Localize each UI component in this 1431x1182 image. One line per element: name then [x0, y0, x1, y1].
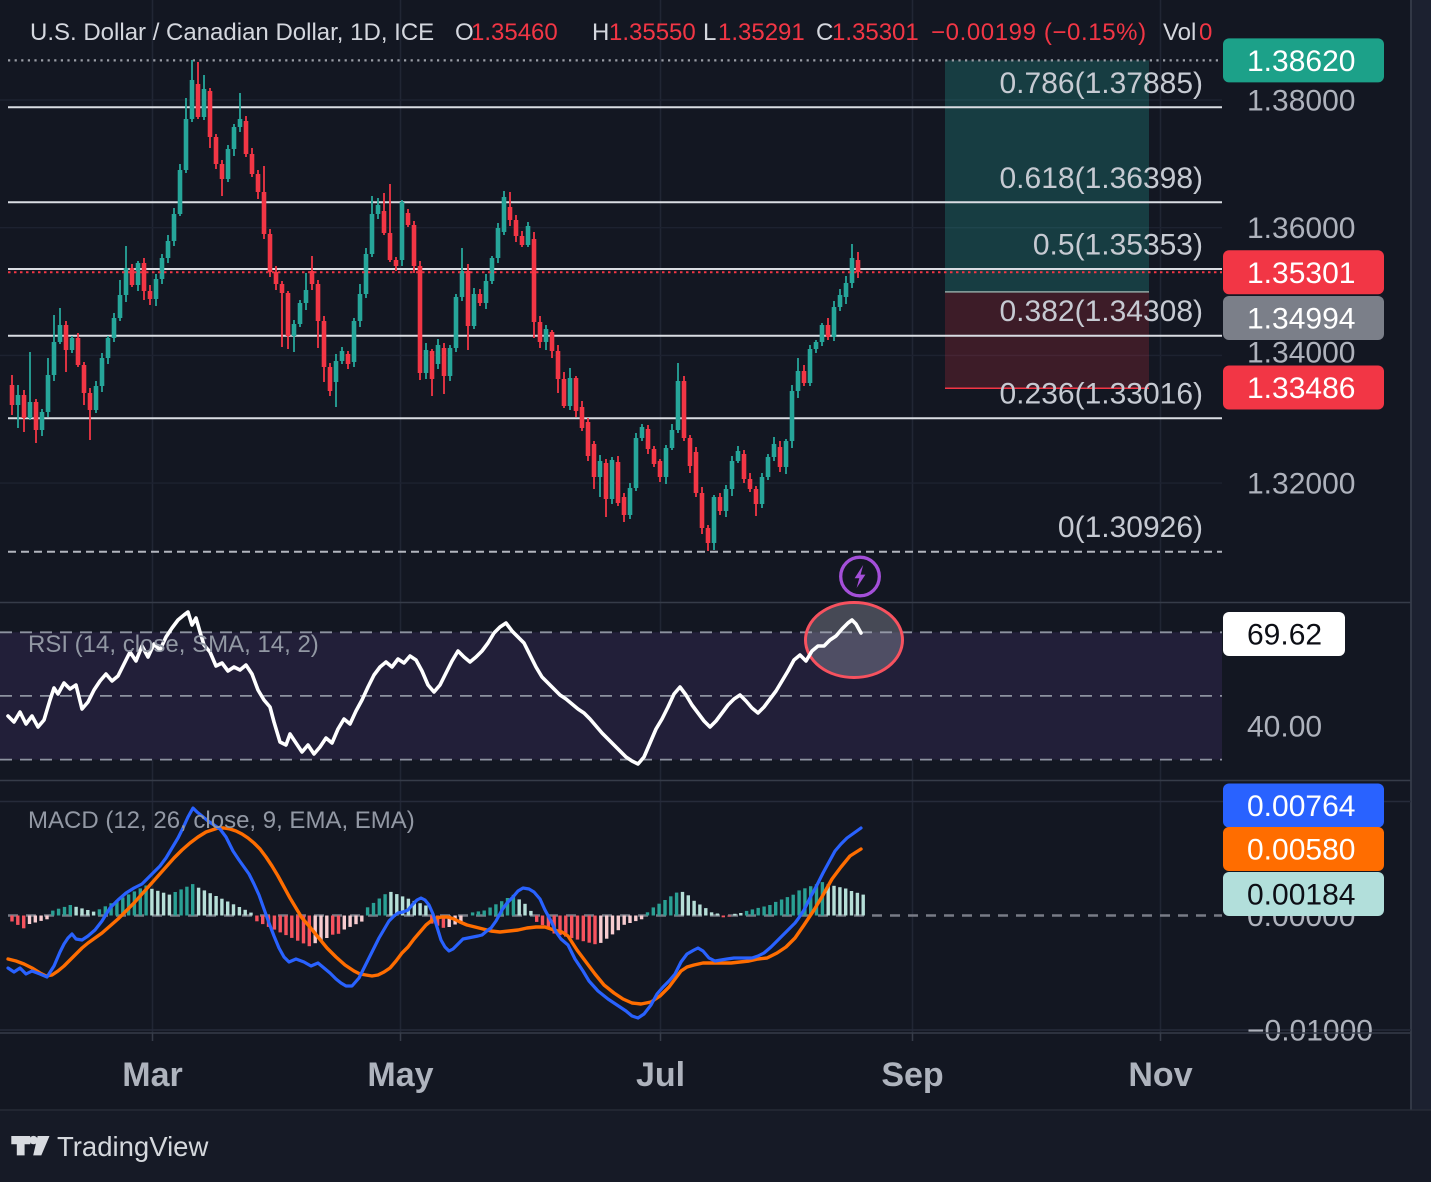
svg-text:1.38000: 1.38000	[1247, 85, 1355, 118]
svg-text:Sep: Sep	[881, 1056, 943, 1094]
svg-text:1.33486: 1.33486	[1247, 372, 1355, 405]
svg-text:69.62: 69.62	[1247, 619, 1322, 652]
svg-text:0.00580: 0.00580	[1247, 834, 1355, 867]
svg-text:1.35460: 1.35460	[471, 19, 558, 46]
svg-text:0.00764: 0.00764	[1247, 790, 1355, 823]
svg-text:1.35291: 1.35291	[718, 19, 805, 46]
svg-text:L: L	[703, 19, 716, 46]
svg-text:1.34000: 1.34000	[1247, 337, 1355, 370]
svg-text:0: 0	[1199, 19, 1212, 46]
svg-text:Mar: Mar	[122, 1056, 182, 1094]
svg-text:0(1.30926): 0(1.30926)	[1058, 511, 1203, 544]
svg-text:1.36000: 1.36000	[1247, 212, 1355, 245]
svg-text:−0.00199 (−0.15%): −0.00199 (−0.15%)	[931, 19, 1147, 46]
svg-text:Jul: Jul	[636, 1056, 685, 1094]
svg-text:0.00184: 0.00184	[1247, 879, 1355, 912]
svg-text:−0.01000: −0.01000	[1247, 1015, 1373, 1048]
svg-text:0.618(1.36398): 0.618(1.36398)	[1000, 162, 1204, 195]
svg-text:Vol: Vol	[1163, 19, 1196, 46]
svg-text:0.5(1.35353): 0.5(1.35353)	[1033, 229, 1203, 262]
svg-text:0.382(1.34308): 0.382(1.34308)	[1000, 295, 1204, 328]
svg-text:H: H	[592, 19, 609, 46]
svg-text:0.786(1.37885): 0.786(1.37885)	[1000, 67, 1204, 100]
svg-text:1.35301: 1.35301	[832, 19, 919, 46]
svg-text:O: O	[455, 19, 474, 46]
svg-text:1.38620: 1.38620	[1247, 45, 1355, 78]
svg-text:C: C	[816, 19, 833, 46]
svg-text:May: May	[367, 1056, 433, 1094]
svg-text:0.236(1.33016): 0.236(1.33016)	[1000, 378, 1204, 411]
svg-text:1.35550: 1.35550	[609, 19, 696, 46]
svg-text:1.35301: 1.35301	[1247, 257, 1355, 290]
svg-text:TradingView: TradingView	[57, 1131, 208, 1162]
svg-text:U.S. Dollar / Canadian Dollar,: U.S. Dollar / Canadian Dollar, 1D, ICE	[30, 19, 434, 46]
svg-text:1.32000: 1.32000	[1247, 468, 1355, 501]
svg-text:Nov: Nov	[1128, 1056, 1192, 1094]
svg-text:40.00: 40.00	[1247, 711, 1322, 744]
svg-text:RSI (14, close, SMA, 14, 2): RSI (14, close, SMA, 14, 2)	[28, 631, 319, 658]
svg-text:MACD (12, 26, close, 9, EMA, E: MACD (12, 26, close, 9, EMA, EMA)	[28, 807, 415, 834]
svg-text:1.34994: 1.34994	[1247, 303, 1355, 336]
